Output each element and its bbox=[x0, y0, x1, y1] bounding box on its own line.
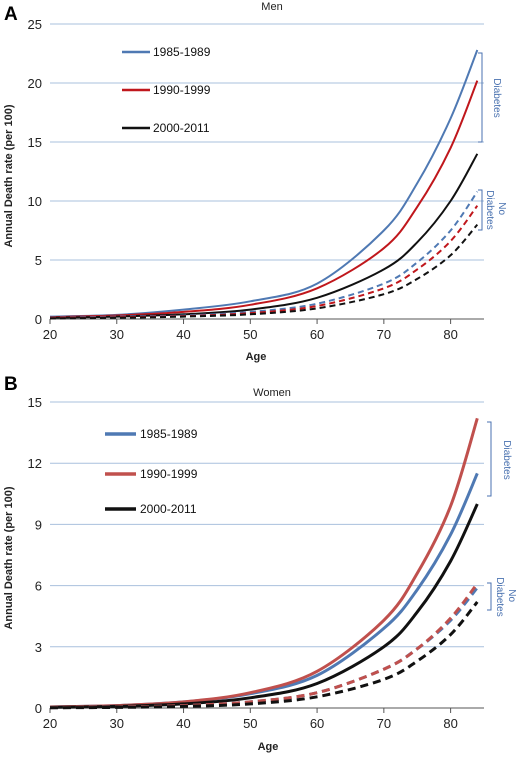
x-tick-label: 70 bbox=[377, 327, 391, 342]
series-line-1985-1989-diabetes bbox=[49, 49, 479, 318]
series-line-2000-2011-diabetes bbox=[49, 503, 479, 709]
series-line-2000-2011-no-diabetes bbox=[49, 223, 479, 320]
legend-label-1990-1999: 1990-1999 bbox=[140, 467, 198, 481]
x-tick-label: 20 bbox=[43, 716, 57, 731]
y-tick-label: 10 bbox=[28, 194, 42, 209]
series-line-1990-1999-diabetes bbox=[49, 80, 479, 319]
y-tick-label: 0 bbox=[35, 701, 42, 716]
x-tick-label: 60 bbox=[310, 716, 324, 731]
y-tick-label: 15 bbox=[28, 135, 42, 150]
annotation-no-diabetes-line1: No bbox=[506, 589, 517, 602]
x-tick-label: 80 bbox=[443, 716, 457, 731]
panel-label-b: B bbox=[4, 374, 18, 395]
x-tick-label: 40 bbox=[176, 716, 190, 731]
panel-label-a: A bbox=[4, 4, 18, 25]
x-tick-label: 80 bbox=[443, 327, 457, 342]
y-tick-label: 0 bbox=[35, 312, 42, 327]
bracket-diabetes bbox=[487, 421, 492, 497]
legend-label-1985-1989: 1985-1989 bbox=[140, 427, 198, 441]
x-tick-label: 20 bbox=[43, 327, 57, 342]
annotation-no-diabetes: No Diabetes bbox=[484, 190, 507, 229]
x-tick-label: 40 bbox=[176, 327, 190, 342]
y-tick-label: 25 bbox=[28, 17, 42, 32]
annotation-no-diabetes: No Diabetes bbox=[494, 577, 517, 616]
y-axis-title-men: Annual Death rate (per 100) bbox=[3, 104, 15, 247]
bracket-no-diabetes bbox=[478, 189, 483, 231]
bracket-diabetes bbox=[478, 52, 483, 143]
annotation-no-diabetes-line1: No bbox=[496, 202, 507, 215]
x-axis-title-men: Age bbox=[246, 351, 267, 363]
legend-label-1985-1989: 1985-1989 bbox=[153, 45, 211, 59]
y-tick-label: 9 bbox=[35, 517, 42, 532]
x-tick-label: 50 bbox=[243, 716, 257, 731]
chart-title-men: Men bbox=[261, 1, 282, 13]
y-tick-label: 12 bbox=[28, 456, 42, 471]
x-axis-title-women: Age bbox=[258, 741, 279, 753]
annotation-diabetes: Diabetes bbox=[501, 440, 512, 479]
series-line-1990-1999-no-diabetes bbox=[49, 205, 479, 320]
x-tick-label: 30 bbox=[110, 327, 124, 342]
legend-label-1990-1999: 1990-1999 bbox=[153, 83, 211, 97]
panel-men: A Men Age Annual Death rate (per 100) 0 5… bbox=[3, 1, 507, 363]
legend-label-2000-2011: 2000-2011 bbox=[153, 121, 210, 135]
x-tick-label: 60 bbox=[310, 327, 324, 342]
y-tick-label: 15 bbox=[28, 395, 42, 410]
annotation-no-diabetes-line2: Diabetes bbox=[484, 190, 495, 229]
y-axis-title-women: Annual Death rate (per 100) bbox=[3, 486, 15, 629]
chart-title-women: Women bbox=[253, 387, 291, 399]
bracket-no-diabetes bbox=[487, 582, 492, 611]
y-tick-label: 5 bbox=[35, 253, 42, 268]
y-tick-label: 6 bbox=[35, 579, 42, 594]
y-tick-label: 20 bbox=[28, 76, 42, 91]
panel-women: B Women Age Annual Death rate (per 100) … bbox=[3, 374, 517, 753]
series-line-2000-2011-diabetes bbox=[49, 153, 479, 319]
x-tick-label: 30 bbox=[110, 716, 124, 731]
y-tick-label: 3 bbox=[35, 640, 42, 655]
annotation-diabetes: Diabetes bbox=[491, 78, 502, 117]
legend-label-2000-2011: 2000-2011 bbox=[140, 502, 197, 516]
x-tick-label: 70 bbox=[377, 716, 391, 731]
series-line-2000-2011-no-diabetes bbox=[49, 600, 479, 710]
annotation-no-diabetes-line2: Diabetes bbox=[494, 577, 505, 616]
x-tick-label: 50 bbox=[243, 327, 257, 342]
